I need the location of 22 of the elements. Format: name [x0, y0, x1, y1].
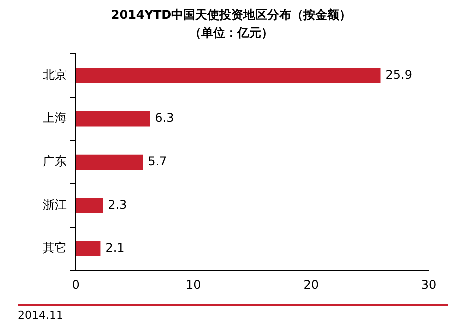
- bar: [76, 68, 381, 84]
- y-tick-label: 上海: [43, 111, 67, 126]
- chart-title: 2014YTD中国天使投资地区分布（按金额）: [110, 7, 353, 24]
- bar: [76, 112, 150, 127]
- text: 2014.11: [18, 309, 64, 322]
- data-label: 5.7: [148, 154, 168, 169]
- data-label: 2.3: [108, 198, 128, 212]
- y-tick-label: 其它: [43, 241, 67, 256]
- bar: [76, 241, 101, 257]
- x-tick-label: 0: [72, 278, 80, 292]
- x-tick-label: 20: [304, 278, 319, 292]
- data-label: 25.9: [386, 68, 412, 82]
- y-tick-label: 浙江: [43, 198, 67, 212]
- bar: [76, 154, 144, 170]
- x-tick-label: 10: [186, 278, 202, 292]
- data-label: 2.1: [106, 241, 125, 256]
- chart-subtitle: （单位：亿元）: [188, 25, 274, 42]
- x-tick-label: 30: [421, 278, 437, 292]
- bar: [76, 198, 104, 214]
- y-tick-label: 北京: [43, 68, 67, 82]
- data-label: 6.3: [155, 111, 174, 126]
- y-tick-label: 广东: [43, 154, 67, 169]
